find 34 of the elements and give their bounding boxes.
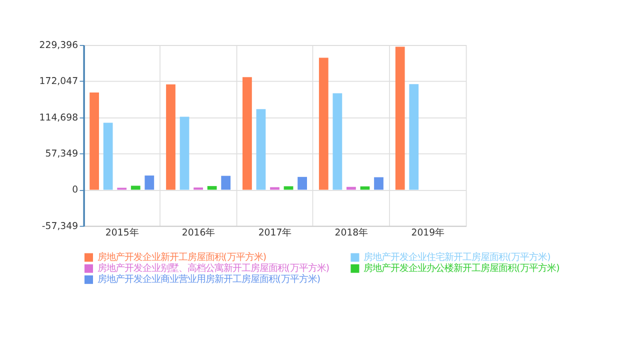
bar [284,186,294,190]
bar [332,93,342,190]
y-tick-label: -57,349 [42,220,78,232]
legend-label: 房地产开发企业新开工房屋面积(万平方米) [97,252,267,264]
y-tick-label: 0 [72,184,78,196]
bar [207,186,217,190]
y-tick-label: 114,698 [39,112,78,124]
bar [130,186,140,190]
x-tick-label: 2016年 [182,228,215,239]
bar [395,46,405,190]
bar [256,109,266,190]
x-tick-label: 2017年 [258,228,292,239]
bar [242,77,252,190]
bar [318,58,328,190]
legend-label: 房地产开发企业住宅新开工房屋面积(万平方米) [363,252,551,264]
bar [221,176,231,190]
bar [180,116,190,190]
bar [144,176,154,190]
legend-label: 房地产开发企业商业营业用房新开工房屋面积(万平方米) [97,274,321,286]
y-tick-label: 229,396 [39,40,78,51]
bar [374,177,384,190]
bar [298,176,307,190]
x-tick-label: 2018年 [334,228,368,239]
legend-label: 房地产开发企业办公楼新开工房屋面积(万平方米) [363,263,560,274]
x-tick-label: 2019年 [411,228,444,239]
bar [409,84,419,190]
bar [270,187,280,190]
bar [90,92,99,190]
bar [166,84,176,190]
x-tick-label: 2015年 [105,228,138,239]
y-tick-label: 172,047 [39,76,78,88]
legend-label: 房地产开发企业别墅、高档公寓新开工房屋面积(万平方米) [97,263,330,274]
bar [103,122,113,190]
y-tick-label: 57,349 [45,148,78,160]
